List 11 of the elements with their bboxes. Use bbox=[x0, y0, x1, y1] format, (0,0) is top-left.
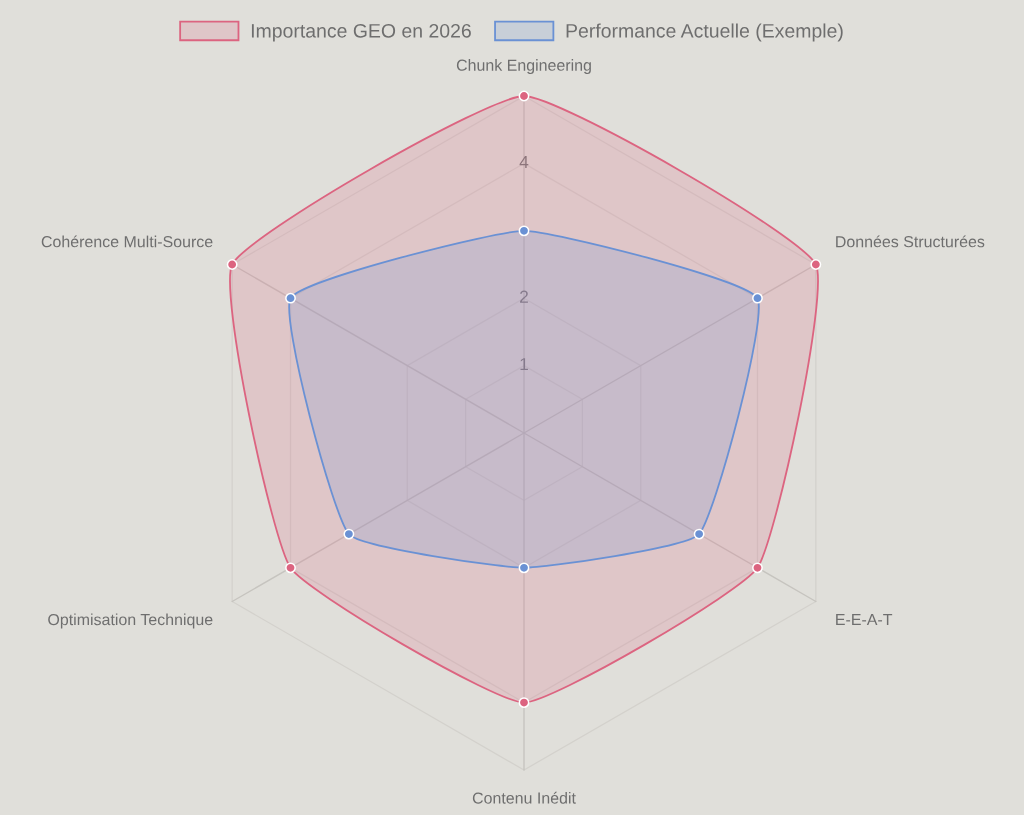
spoke-label: Cohérence Multi-Source bbox=[41, 235, 213, 248]
spoke-label: Contenu Inédit bbox=[472, 791, 576, 804]
legend-label: Performance Actuelle (Exemple) bbox=[566, 23, 843, 42]
spoke-label: Optimisation Technique bbox=[48, 613, 213, 629]
legend-label: Importance GEO en 2026 bbox=[251, 23, 471, 42]
y-tick-label: 1 bbox=[520, 358, 528, 371]
spoke-label: Chunk Engineering bbox=[456, 59, 591, 74]
spoke-label: Données Structurées bbox=[836, 235, 985, 248]
y-tick-label: 4 bbox=[519, 155, 529, 168]
spoke-label: E-E-A-T bbox=[836, 614, 893, 626]
y-tick-label: 2 bbox=[520, 290, 528, 303]
